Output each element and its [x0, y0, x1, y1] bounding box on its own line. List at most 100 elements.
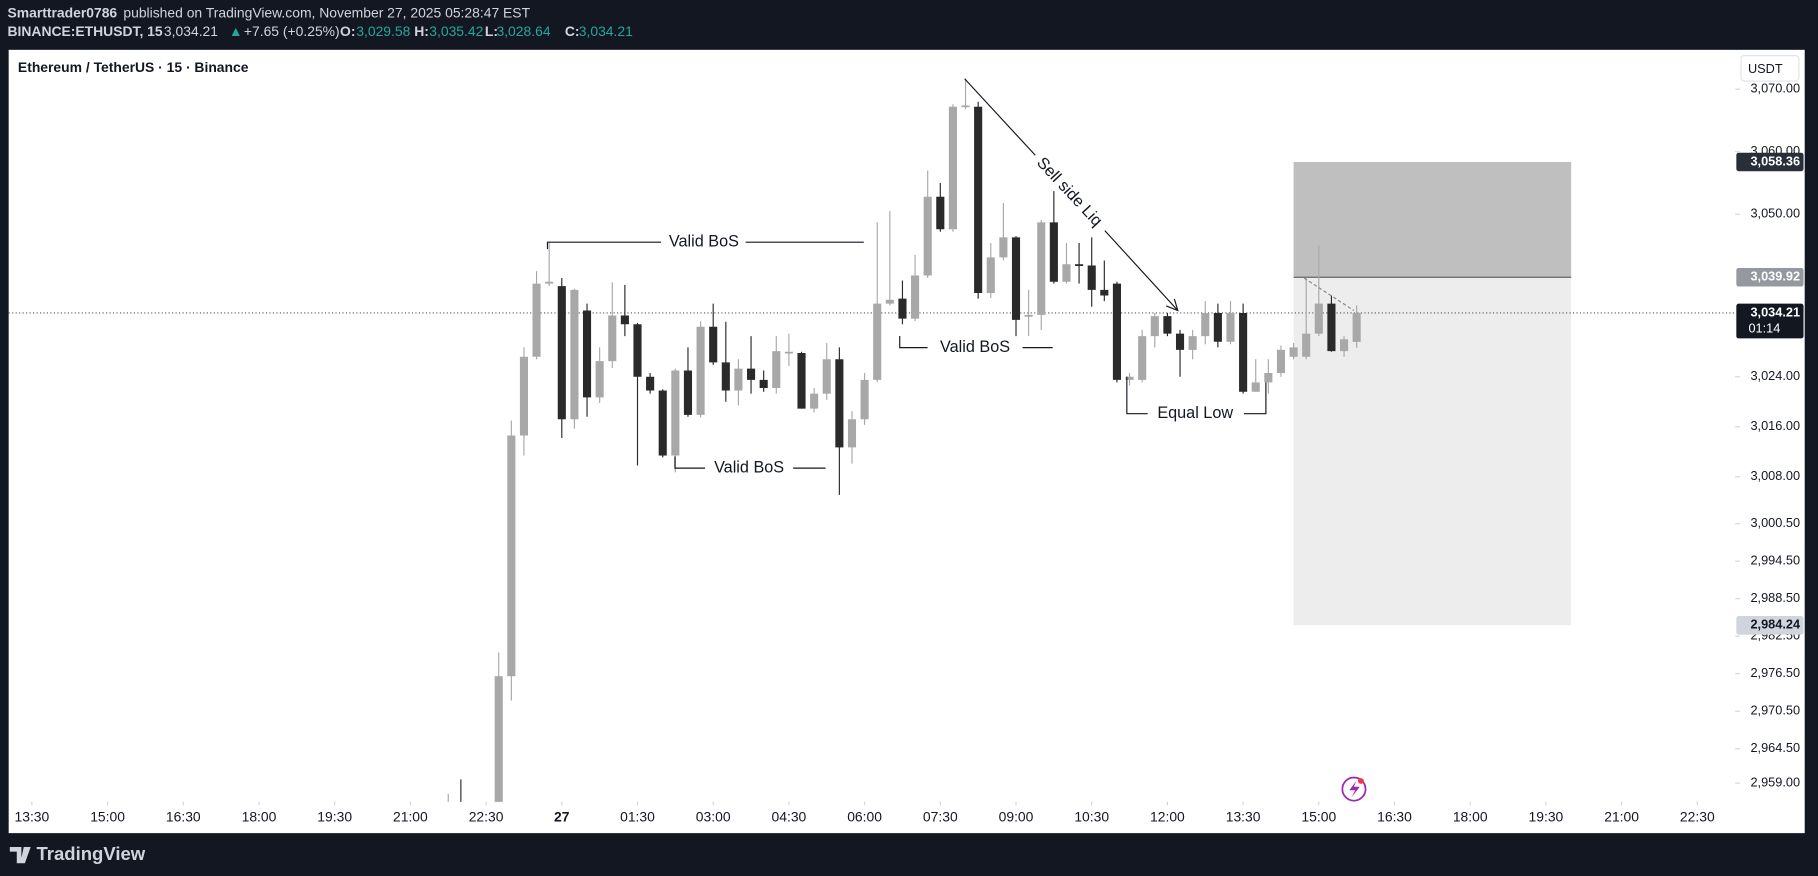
candle-body: [1150, 316, 1159, 337]
candle-body: [494, 676, 503, 802]
c-value: 3,034.21: [579, 23, 633, 39]
candle-body: [746, 368, 756, 380]
x-tick-label: 22:30: [469, 809, 504, 825]
x-tick-label: 13:30: [1226, 809, 1261, 825]
candle-body: [847, 419, 857, 448]
countdown: 01:14: [1748, 321, 1780, 336]
candle-body: [986, 257, 995, 293]
y-tick-label: 3,050.00: [1750, 206, 1800, 221]
currency-button[interactable]: [1740, 55, 1800, 82]
candle-body: [671, 370, 680, 456]
candle-body: [1100, 289, 1109, 296]
candle-body: [721, 362, 730, 391]
candle-body: [519, 356, 528, 436]
y-tick-label: 3,024.00: [1750, 368, 1800, 383]
candle-body: [1125, 376, 1134, 380]
x-tick-label: 15:00: [90, 809, 125, 825]
liq-line: [964, 78, 1179, 312]
candles-layer: [447, 78, 1361, 802]
price-badge: [1736, 267, 1804, 287]
x-tick-label: 12:00: [1150, 809, 1185, 825]
candle-body: [1251, 382, 1260, 392]
symbol: BINANCE:ETHUSDT, 15: [8, 23, 163, 39]
candle-body: [1201, 312, 1210, 337]
y-tick-label: 3,016.00: [1750, 418, 1800, 433]
candle-body: [1352, 312, 1361, 342]
candle-body: [507, 435, 516, 677]
h-label: H:: [414, 23, 429, 39]
arrow: ▲: [229, 23, 243, 39]
price-badge-label: 3,039.92: [1750, 269, 1800, 284]
candle-body: [898, 298, 907, 319]
candle-body: [911, 275, 920, 319]
o-label: O:: [340, 23, 355, 39]
candle-body: [1339, 339, 1349, 352]
x-tick-label: 04:30: [772, 809, 807, 825]
x-tick-label: 09:00: [999, 809, 1034, 825]
candle-body: [1302, 333, 1311, 357]
x-tick-label: 21:00: [393, 809, 428, 825]
candle-body: [1024, 314, 1033, 317]
x-tick-label: 18:00: [242, 809, 277, 825]
target-zone: [1293, 161, 1572, 278]
candle-body: [1276, 349, 1286, 374]
author: Smarttrader0786: [8, 5, 118, 21]
logo-icon: [9, 847, 31, 864]
candle-body: [532, 283, 541, 357]
candle-body: [683, 370, 693, 415]
candle-body: [646, 376, 655, 391]
candle-body: [1239, 312, 1248, 392]
candle-body: [1062, 264, 1071, 282]
candle-body: [658, 390, 667, 456]
candle-body: [633, 324, 642, 377]
candle-body: [570, 289, 579, 420]
candle-body: [1226, 312, 1235, 342]
bos-line: [546, 241, 864, 250]
candle-body: [1087, 265, 1096, 290]
candle-body: [696, 326, 705, 415]
o-value: 3,029.58: [356, 23, 410, 39]
chart-title: Ethereum / TetherUS · 15 · Binance: [18, 59, 249, 75]
y-tick-label: 3,008.00: [1750, 468, 1800, 483]
candle-body: [784, 351, 793, 354]
candle-body: [709, 326, 718, 363]
last: 3,034.21: [164, 23, 218, 39]
annotation: Valid BoS: [714, 458, 784, 476]
candle-body: [885, 299, 894, 304]
change: +7.65 (+0.25%): [244, 23, 340, 39]
candle-body: [620, 315, 629, 325]
l-value: 3,028.64: [496, 23, 550, 39]
position-layer: [8, 161, 1736, 626]
candle-body: [936, 196, 945, 230]
position-link: [1303, 277, 1355, 312]
candle-body: [835, 359, 844, 448]
last-price-label: 3,034.21: [1750, 304, 1800, 319]
candle-body: [961, 105, 970, 108]
last-price-badge: [1736, 303, 1804, 339]
candle-body: [1049, 222, 1058, 282]
candle-body: [1289, 347, 1298, 357]
x-tick-label: 03:00: [696, 809, 731, 825]
bos-line: [674, 456, 826, 469]
candle-body: [1175, 333, 1185, 350]
x-tick-label: 27: [554, 809, 570, 825]
price-badge-label: 2,984.24: [1750, 617, 1800, 632]
x-tick-label: 01:30: [620, 809, 655, 825]
x-tick-label: 06:00: [847, 809, 882, 825]
candle-body: [948, 106, 957, 230]
candle-body: [923, 196, 932, 276]
currency[interactable]: USDT: [1748, 61, 1783, 76]
candle-body: [1011, 237, 1021, 320]
candle-body: [1163, 316, 1172, 334]
candle-body: [1314, 303, 1323, 334]
candle-body: [759, 379, 768, 389]
x-tick-label: 07:30: [923, 809, 958, 825]
alert-bolt: [1349, 780, 1360, 798]
candle-body: [873, 303, 882, 380]
alert-icon[interactable]: [1341, 776, 1367, 802]
candle-body: [974, 106, 983, 293]
candle-body: [595, 361, 604, 398]
candle-body: [860, 379, 869, 420]
